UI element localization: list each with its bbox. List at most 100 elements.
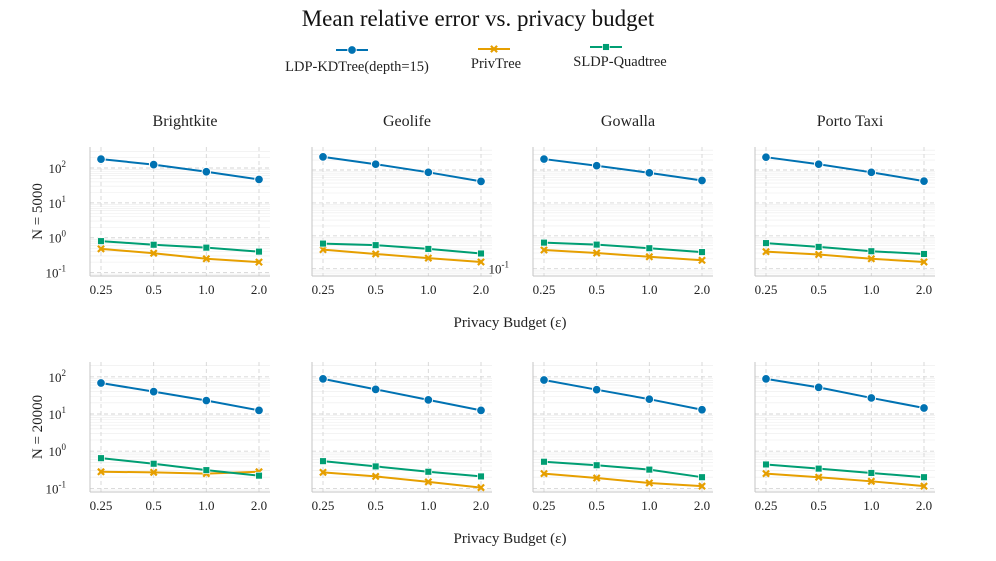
data-point-sldp-quadtree	[202, 243, 211, 252]
data-point-ldp-kdtree-depth-15	[318, 374, 328, 384]
x-tick-label: 0.25	[312, 498, 335, 513]
x-tick-label: 2.0	[694, 498, 710, 513]
x-tick-label: 0.5	[146, 498, 162, 513]
data-point-ldp-kdtree-depth-15	[370, 384, 381, 395]
legend-label: SLDP-Quadtree	[573, 54, 666, 70]
series-line-privtree	[322, 248, 482, 263]
data-point-privtree	[540, 246, 548, 254]
x-axis-label-row-1: Privacy Budget (ε)	[454, 315, 567, 331]
data-point-ldp-kdtree-depth-15	[370, 159, 381, 169]
series-line-privtree	[765, 250, 925, 263]
data-point-ldp-kdtree-depth-15	[866, 393, 877, 403]
data-point-ldp-kdtree-depth-15	[644, 168, 655, 178]
x-tick-label: 1.0	[198, 498, 214, 513]
x-tick-label: 0.5	[589, 498, 605, 513]
row-label-1: N = 5000	[30, 183, 46, 240]
y-tick-label: 100	[49, 229, 67, 246]
data-point-privtree	[592, 474, 601, 482]
x-tick-label: 0.25	[533, 498, 556, 513]
data-point-privtree	[202, 254, 211, 263]
data-point-privtree	[477, 483, 485, 492]
series-line-privtree	[543, 472, 703, 488]
x-tick-label: 2.0	[916, 498, 932, 513]
series-line-privtree	[322, 471, 482, 489]
data-point-sldp-quadtree	[477, 472, 485, 481]
series-line-ldp-kdtree-depth-15	[765, 156, 925, 183]
x-tick-label: 0.25	[312, 282, 335, 297]
data-point-privtree	[762, 469, 770, 478]
data-point-ldp-kdtree-depth-15	[761, 152, 771, 162]
data-point-ldp-kdtree-depth-15	[476, 176, 486, 187]
data-point-ldp-kdtree-depth-15	[201, 167, 212, 177]
series-line-sldp-quadtree	[322, 460, 482, 478]
data-point-sldp-quadtree	[592, 461, 601, 469]
data-point-privtree	[477, 258, 485, 266]
series-line-ldp-kdtree-depth-15	[543, 158, 703, 182]
x-tick-label: 2.0	[251, 498, 267, 513]
legend-marker	[602, 43, 610, 51]
data-point-ldp-kdtree-depth-15	[761, 374, 771, 384]
series-line-privtree	[543, 249, 703, 262]
data-point-ldp-kdtree-depth-15	[476, 405, 486, 416]
data-point-privtree	[867, 254, 876, 263]
x-tick-label: 0.5	[146, 282, 162, 297]
data-point-ldp-kdtree-depth-15	[697, 405, 707, 415]
data-point-ldp-kdtree-depth-15	[318, 152, 328, 162]
panel-title-geolife: Geolife	[383, 113, 431, 130]
data-point-privtree	[698, 256, 706, 265]
series-line-ldp-kdtree-depth-15	[322, 377, 482, 412]
data-point-privtree	[97, 244, 105, 253]
data-point-ldp-kdtree-depth-15	[591, 160, 602, 171]
data-point-privtree	[814, 250, 823, 259]
data-point-ldp-kdtree-depth-15	[697, 175, 707, 186]
data-point-ldp-kdtree-depth-15	[201, 395, 212, 406]
data-point-ldp-kdtree-depth-15	[539, 154, 549, 164]
x-tick-label: 2.0	[694, 282, 710, 297]
y-tick-label: 10-1	[489, 260, 510, 277]
series-line-ldp-kdtree-depth-15	[322, 155, 482, 183]
x-tick-label: 0.5	[368, 282, 384, 297]
x-tick-label: 1.0	[198, 282, 214, 297]
data-point-privtree	[319, 245, 327, 254]
x-tick-label: 0.25	[90, 498, 113, 513]
x-tick-label: 2.0	[916, 282, 932, 297]
series-line-sldp-quadtree	[765, 242, 925, 255]
panel-title-brightkite: Brightkite	[153, 113, 218, 130]
x-axis-label-row-2: Privacy Budget (ε)	[454, 531, 567, 547]
data-point-sldp-quadtree	[814, 464, 823, 473]
legend-item-ldp-kdtree-depth-15: LDP-KDTree(depth=15)	[285, 45, 429, 75]
data-point-privtree	[645, 479, 654, 487]
data-point-privtree	[762, 247, 770, 256]
y-tick-label: 100	[49, 442, 67, 459]
panel-brightkite-row-1: 0.25 0.5 1.0 2.0 10-1 100 101 102 Brightkite	[46, 113, 270, 297]
x-tick-label: 2.0	[473, 498, 489, 513]
series-line-ldp-kdtree-depth-15	[100, 382, 260, 412]
data-point-sldp-quadtree	[920, 250, 928, 258]
data-point-sldp-quadtree	[762, 460, 770, 469]
series-line-sldp-quadtree	[543, 460, 703, 479]
data-point-ldp-kdtree-depth-15	[148, 159, 159, 170]
panel-geolife-row-1: 0.25 0.5 1.0 2.0 Geolife	[311, 113, 492, 297]
x-tick-label: 1.0	[420, 282, 436, 297]
y-tick-label: 10-1	[46, 264, 67, 281]
series-line-privtree	[765, 472, 925, 488]
panel-porto-taxi-row-2: 0.25 0.5 1.0 2.0	[754, 362, 935, 513]
y-tick-label: 10-1	[46, 479, 67, 496]
data-point-privtree	[867, 477, 876, 486]
chart-title: Mean relative error vs. privacy budget	[302, 6, 655, 31]
data-point-privtree	[319, 468, 327, 477]
data-point-ldp-kdtree-depth-15	[254, 405, 264, 416]
data-point-sldp-quadtree	[319, 239, 327, 248]
data-point-sldp-quadtree	[424, 245, 433, 253]
series-line-ldp-kdtree-depth-15	[765, 377, 925, 409]
x-tick-label: 1.0	[641, 498, 657, 513]
data-point-privtree	[920, 258, 928, 266]
data-point-privtree	[814, 473, 823, 482]
data-point-sldp-quadtree	[540, 458, 548, 466]
data-point-ldp-kdtree-depth-15	[813, 382, 824, 393]
x-tick-label: 0.5	[811, 498, 827, 513]
legend: LDP-KDTree(depth=15) PrivTree SLDP-Quadtre…	[285, 43, 667, 75]
data-point-sldp-quadtree	[255, 247, 263, 256]
panel-porto-taxi-row-1: 0.25 0.5 1.0 2.0 Porto Taxi	[754, 113, 935, 297]
data-point-sldp-quadtree	[477, 249, 485, 258]
